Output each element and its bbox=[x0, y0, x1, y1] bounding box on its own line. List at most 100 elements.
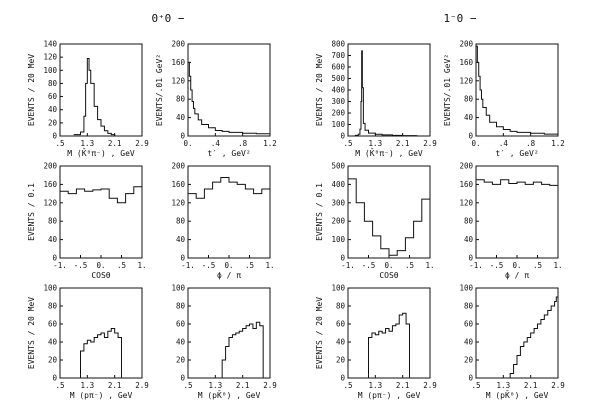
panel-l2: 0 40 80 120 160 200 0. .4 .8 1.2 t′ , GeV² EVENTS/.… bbox=[155, 40, 277, 159]
x-axis-label: ϕ / π bbox=[505, 271, 529, 280]
x-tick-label: 2.1 bbox=[396, 139, 410, 148]
y-tick-label: 0 bbox=[340, 254, 345, 263]
x-tick-label: -1. bbox=[181, 261, 195, 270]
y-tick-label: 60 bbox=[464, 320, 474, 329]
plot-frame bbox=[59, 165, 143, 259]
histogram-series bbox=[188, 61, 271, 135]
y-tick-label: 100 bbox=[331, 284, 345, 293]
histogram-series bbox=[476, 45, 559, 135]
x-tick-label: 1. bbox=[553, 261, 562, 270]
x-tick-label: .5 bbox=[471, 381, 480, 390]
x-axis-label: t′ , GeV² bbox=[495, 149, 538, 158]
y-tick-label: 100 bbox=[331, 235, 345, 244]
histogram-series bbox=[354, 50, 419, 137]
x-tick-label: -1. bbox=[53, 261, 67, 270]
x-axis-label: M (pK̄⁰) , GeV bbox=[198, 390, 261, 400]
plot-frame bbox=[475, 287, 559, 379]
y-tick-label: 600 bbox=[331, 63, 345, 72]
y-tick-label: 60 bbox=[48, 320, 58, 329]
y-axis-label: EVENTS/.01 GeV² bbox=[155, 54, 164, 126]
x-tick-label: -.5 bbox=[362, 261, 376, 270]
y-tick-label: 60 bbox=[48, 92, 58, 101]
y-axis-label: EVENTS / 20 MeV bbox=[315, 54, 324, 126]
plot-frame bbox=[347, 43, 431, 137]
x-tick-label: .5 bbox=[405, 261, 414, 270]
x-tick-label: 1. bbox=[265, 261, 274, 270]
plot-frame bbox=[59, 43, 143, 137]
plot-frame bbox=[475, 165, 559, 259]
panel-l1: 0 20 40 60 80 100 120 140 .5 1.3 2.1 2.9M (K̄⁰π⁻) ,… bbox=[27, 40, 149, 159]
y-tick-label: 40 bbox=[48, 105, 58, 114]
y-tick-label: 300 bbox=[331, 97, 345, 106]
y-tick-label: 400 bbox=[331, 180, 345, 189]
y-tick-label: 100 bbox=[331, 120, 345, 129]
x-axis-label: M (K̄⁰π⁻) , GeV bbox=[355, 148, 423, 158]
y-tick-label: 0 bbox=[52, 374, 57, 383]
panel-r2: 0 40 80 120 160 200 0. .4 .8 1.2 t′ , GeV² EVENTS/.… bbox=[443, 40, 565, 159]
y-tick-label: 100 bbox=[171, 284, 185, 293]
y-axis-label: EVENTS / 20 MeV bbox=[27, 54, 36, 126]
plot-frame bbox=[187, 287, 271, 379]
y-tick-label: 200 bbox=[459, 162, 473, 171]
y-axis-label: EVENTS/.01 GeV² bbox=[443, 54, 452, 126]
x-tick-label: .4 bbox=[499, 139, 509, 148]
y-tick-label: 100 bbox=[43, 284, 57, 293]
y-axis-label: EVENTS / 20 MeV bbox=[27, 297, 36, 369]
x-tick-label: .5 bbox=[55, 139, 64, 148]
y-tick-label: 200 bbox=[459, 40, 473, 49]
histogram-series bbox=[366, 312, 412, 379]
plot-frame bbox=[347, 165, 431, 259]
x-tick-label: 1.3 bbox=[369, 139, 383, 148]
y-tick-label: 40 bbox=[176, 235, 186, 244]
right-group-title: 1⁻0 − bbox=[443, 12, 476, 25]
y-tick-label: 20 bbox=[176, 356, 186, 365]
y-tick-label: 800 bbox=[331, 40, 345, 49]
x-tick-label: .5 bbox=[343, 381, 352, 390]
x-tick-label: 1. bbox=[425, 261, 434, 270]
y-tick-label: 0 bbox=[340, 132, 345, 141]
y-tick-label: 160 bbox=[459, 180, 473, 189]
histogram-series bbox=[348, 177, 431, 256]
histogram-series bbox=[506, 296, 558, 379]
x-tick-label: 1.3 bbox=[81, 381, 95, 390]
x-tick-label: 2.1 bbox=[108, 139, 122, 148]
x-tick-label: 0. bbox=[96, 261, 105, 270]
y-tick-label: 80 bbox=[48, 217, 58, 226]
y-tick-label: 40 bbox=[48, 235, 58, 244]
panel-r5: 0 20 40 60 80 100 .5 1.3 2.1 2.9M (pπ⁻) , GeV EVEN… bbox=[315, 284, 437, 401]
x-axis-label: COSθ bbox=[379, 271, 398, 280]
y-axis-label: EVENTS / 0.1 bbox=[27, 183, 36, 241]
y-tick-label: 160 bbox=[459, 58, 473, 67]
histogram-series bbox=[188, 177, 271, 199]
histogram-series bbox=[476, 179, 559, 186]
panel-r6: 0 20 40 60 80 100 .5 1.3 2.1 2.9M (pK̄⁰) , GeV bbox=[459, 284, 564, 401]
panel-l4: 0 40 80 120 160 200 -1. -.5 0. .5 1. ϕ / π bbox=[171, 162, 274, 281]
x-tick-label: .8 bbox=[238, 139, 248, 148]
x-tick-label: 0. bbox=[384, 261, 393, 270]
y-tick-label: 0 bbox=[340, 374, 345, 383]
y-tick-label: 80 bbox=[464, 217, 474, 226]
x-axis-label: M (pK̄⁰) , GeV bbox=[486, 390, 549, 400]
x-tick-label: 1.2 bbox=[551, 139, 565, 148]
y-tick-label: 0 bbox=[180, 374, 185, 383]
y-tick-label: 120 bbox=[43, 53, 57, 62]
y-tick-label: 80 bbox=[176, 95, 186, 104]
y-tick-label: 40 bbox=[464, 113, 474, 122]
x-tick-label: .5 bbox=[183, 381, 192, 390]
y-tick-label: 500 bbox=[331, 74, 345, 83]
x-tick-label: -.5 bbox=[202, 261, 216, 270]
x-tick-label: 2.9 bbox=[423, 139, 437, 148]
left-group-title: 0⁺0 − bbox=[151, 12, 184, 25]
x-tick-label: 1.3 bbox=[497, 381, 511, 390]
x-tick-label: 2.9 bbox=[263, 381, 277, 390]
y-tick-label: 80 bbox=[464, 302, 474, 311]
y-tick-label: 400 bbox=[331, 86, 345, 95]
y-tick-label: 700 bbox=[331, 51, 345, 60]
y-tick-label: 40 bbox=[464, 235, 474, 244]
x-tick-label: 1.2 bbox=[263, 139, 277, 148]
y-tick-label: 200 bbox=[43, 162, 57, 171]
x-tick-label: 1.3 bbox=[209, 381, 223, 390]
x-tick-label: .5 bbox=[533, 261, 542, 270]
x-axis-label: COSθ bbox=[91, 271, 110, 280]
plot-frame bbox=[187, 43, 271, 137]
